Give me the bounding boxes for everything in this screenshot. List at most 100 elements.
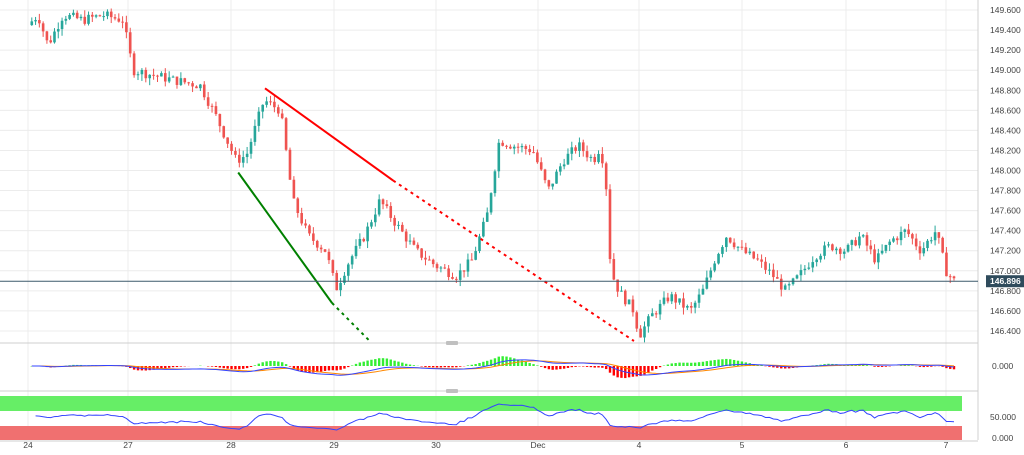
macd-histogram-bar (721, 359, 723, 366)
rsi-label-50: 50.000 (990, 412, 1016, 422)
macd-histogram-bar (540, 366, 542, 367)
candle-body (328, 252, 331, 260)
candle-body (574, 147, 577, 151)
candle-body (359, 239, 362, 246)
macd-histogram-bar (401, 363, 403, 366)
candle-body (393, 218, 396, 226)
x-tick-label: 5 (740, 440, 745, 450)
candle-body (156, 76, 159, 77)
candle-body (343, 276, 346, 283)
candle-body (87, 15, 90, 24)
macd-histogram-bar (904, 365, 906, 366)
candle-body (702, 289, 705, 295)
candle-body (827, 244, 830, 245)
macd-histogram-bar (536, 365, 538, 366)
candle-body (586, 151, 589, 157)
candle-body (513, 147, 516, 149)
trendline-1 (393, 181, 634, 341)
y-tick-label: 149.200 (990, 45, 1021, 55)
macd-histogram-bar (242, 366, 244, 369)
macd-histogram-bar (265, 361, 267, 366)
candle-body (930, 240, 933, 241)
candle-body (141, 70, 144, 74)
candle-body (601, 154, 604, 163)
macd-histogram-bar (548, 366, 550, 369)
candle-body (459, 270, 462, 280)
candle-body (544, 170, 547, 181)
macd-histogram-bar (467, 365, 469, 366)
macd-histogram-bar (694, 363, 696, 366)
macd-histogram-bar (674, 363, 676, 366)
candle-body (467, 260, 470, 272)
macd-histogram-bar (320, 366, 322, 372)
macd-histogram-bar (643, 366, 645, 374)
candle-body (289, 150, 292, 180)
candle-body (324, 249, 327, 252)
candle-body (858, 236, 861, 245)
candle-body (273, 102, 276, 107)
candle-body (405, 231, 408, 241)
macd-histogram-bar (459, 366, 461, 367)
candle-body (53, 32, 56, 43)
candle-body (312, 233, 315, 240)
macd-histogram-bar (405, 364, 407, 366)
macd-histogram-bar (509, 357, 511, 366)
candle-body (374, 215, 377, 223)
candle-body (57, 29, 60, 31)
candle-body (745, 247, 748, 253)
candle-body (854, 240, 857, 245)
macd-histogram-bar (273, 361, 275, 366)
candle-body (494, 171, 497, 193)
candle-body (613, 259, 616, 279)
candle-body (521, 146, 524, 147)
macd-histogram-bar (655, 366, 657, 369)
candle-body (780, 279, 783, 290)
rsi-lower-band (0, 426, 962, 440)
candle-body (261, 105, 264, 112)
macd-histogram-bar (919, 366, 921, 367)
macd-histogram-bar (447, 366, 449, 367)
candle-body (839, 249, 842, 254)
candle-body (862, 235, 865, 236)
candle-body (628, 299, 631, 304)
candle-body (347, 264, 350, 275)
candle-body (234, 151, 237, 155)
y-tick-label: 148.400 (990, 125, 1021, 135)
macd-histogram-bar (590, 366, 592, 367)
macd-histogram-bar (628, 366, 630, 377)
macd-histogram-bar (413, 365, 415, 366)
candle-body (133, 53, 136, 75)
macd-histogram-bar (277, 362, 279, 366)
candle-body (647, 316, 650, 326)
macd-histogram-bar (620, 366, 622, 378)
grid (0, 0, 978, 440)
macd-histogram-bar (682, 363, 684, 366)
macd-histogram-bar (597, 366, 599, 367)
candle-body (443, 267, 446, 268)
y-tick-label: 147.800 (990, 186, 1021, 196)
candle-body (953, 276, 956, 278)
candle-body (152, 75, 155, 76)
candle-body (420, 248, 423, 257)
macd-histogram-bar (211, 366, 213, 367)
panel-splitter-handle-1 (446, 389, 458, 393)
macd-histogram-bar (698, 362, 700, 366)
y-tick-label: 148.800 (990, 85, 1021, 95)
y-tick-label: 146.600 (990, 306, 1021, 316)
candles (30, 9, 955, 343)
candle-body (304, 223, 307, 225)
macd-histogram-bar (907, 365, 909, 366)
candle-body (308, 226, 311, 234)
candle-body (72, 13, 75, 15)
candle-body (922, 248, 925, 253)
candle-body (938, 232, 941, 238)
x-tick-label: 28 (226, 440, 236, 450)
macd-histogram-bar (336, 366, 338, 370)
macd-histogram-bar (866, 365, 868, 366)
candle-body (68, 15, 71, 19)
macd-histogram-bar (180, 366, 182, 367)
candle-body (187, 82, 190, 83)
candle-body (717, 254, 720, 264)
candle-body (851, 240, 854, 245)
